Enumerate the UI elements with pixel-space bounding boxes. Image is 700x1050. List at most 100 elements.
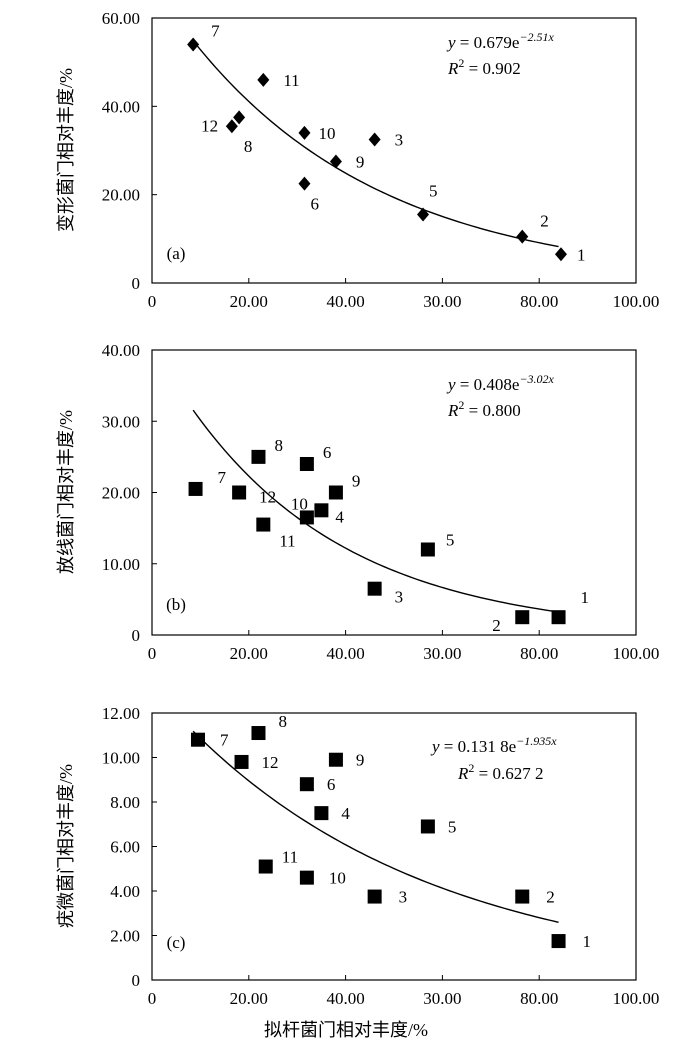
point-label: 3 (395, 130, 404, 149)
point-label: 10 (329, 869, 346, 888)
x-tick-label: 20.00 (230, 644, 268, 663)
point-label: 2 (492, 616, 501, 635)
y-tick-label: 12.00 (102, 704, 140, 723)
data-point (420, 542, 435, 557)
data-point (551, 934, 566, 949)
y-tick-label: 40.00 (102, 97, 140, 116)
data-point (233, 110, 246, 125)
fit-equation: y = 0.679e−2.51x (446, 30, 555, 52)
data-point (367, 889, 382, 904)
point-label: 8 (274, 436, 283, 455)
y-tick-label: 10.00 (102, 555, 140, 574)
fit-equation: y = 0.131 8e−1.935x (430, 734, 557, 756)
point-label: 8 (244, 137, 253, 156)
data-point (551, 610, 566, 625)
point-label: 11 (279, 532, 295, 551)
y-tick-label: 0 (132, 626, 141, 645)
point-label: 9 (356, 751, 365, 770)
point-label: 12 (259, 488, 276, 507)
x-tick-label: 0 (148, 644, 157, 663)
r-squared: R2 = 0.627 2 (457, 761, 543, 783)
point-label: 3 (399, 888, 408, 907)
x-tick-label: 40.00 (326, 989, 364, 1008)
data-point (515, 610, 530, 625)
y-tick-label: 0 (132, 971, 141, 990)
plot-frame (151, 17, 637, 284)
data-point (299, 510, 314, 525)
data-point (298, 125, 311, 140)
point-label: 7 (211, 22, 220, 41)
y-tick-label: 6.00 (110, 838, 140, 857)
point-label: 7 (218, 468, 227, 487)
point-label: 12 (262, 753, 279, 772)
point-label: 6 (323, 443, 332, 462)
point-label: 1 (583, 932, 592, 951)
panel-label: (b) (166, 595, 186, 614)
data-point (554, 247, 567, 262)
point-label: 5 (429, 182, 438, 201)
data-point (190, 732, 205, 747)
x-tick-label: 40.00 (326, 644, 364, 663)
point-label: 5 (446, 531, 455, 550)
x-tick-label: 20.00 (230, 292, 268, 311)
data-point (328, 485, 343, 500)
fit-curve (192, 730, 559, 923)
y-tick-label: 40.00 (102, 341, 140, 360)
x-tick-label: 30.00 (423, 292, 461, 311)
data-point (516, 229, 529, 244)
x-axis-label: 拟杆菌门相对丰度/% (264, 1020, 428, 1040)
y-tick-label: 60.00 (102, 9, 140, 28)
y-axis-label: 变形菌门相对丰度/% (56, 68, 76, 232)
point-label: 5 (448, 817, 457, 836)
panel-label: (c) (167, 933, 186, 952)
x-tick-label: 80.00 (520, 989, 558, 1008)
data-point (328, 752, 343, 767)
data-point (258, 859, 273, 874)
data-point (299, 777, 314, 792)
data-point (257, 72, 270, 87)
y-tick-label: 2.00 (110, 927, 140, 946)
point-label: 12 (201, 116, 218, 135)
data-point (234, 754, 249, 769)
data-point (251, 449, 266, 464)
fit-equation: y = 0.408e−3.02x (446, 372, 555, 394)
y-tick-label: 20.00 (102, 186, 140, 205)
x-tick-label: 80.00 (520, 292, 558, 311)
y-tick-label: 4.00 (110, 882, 140, 901)
chart-panel-1: 0 20.00 40.00 30.00 80.00 100.00 0 20.00 40.00 60… (56, 9, 659, 311)
data-point (187, 37, 200, 52)
x-tick-label: 0 (148, 292, 157, 311)
point-label: 11 (283, 71, 299, 90)
point-label: 6 (327, 775, 336, 794)
point-label: 2 (540, 212, 549, 231)
data-point (329, 154, 342, 169)
x-tick-label: 30.00 (423, 644, 461, 663)
point-label: 10 (318, 124, 335, 143)
point-label: 1 (577, 245, 586, 264)
x-tick-label: 40.00 (326, 292, 364, 311)
y-axis-label: 放线菌门相对丰度/% (56, 410, 76, 574)
panel-label: (a) (167, 244, 186, 263)
data-point (314, 806, 329, 821)
chart-panel-3: 0 20.00 40.00 30.00 80.00 100.00 0 2.00 4.00 6.00… (56, 704, 659, 1040)
r-squared: R2 = 0.902 (447, 56, 521, 78)
y-tick-label: 30.00 (102, 412, 140, 431)
x-tick-label: 30.00 (423, 989, 461, 1008)
point-label: 6 (310, 195, 319, 214)
data-point (367, 581, 382, 596)
data-point (256, 517, 271, 532)
point-label: 10 (291, 494, 308, 513)
x-tick-label: 0 (148, 989, 157, 1008)
y-tick-label: 8.00 (110, 793, 140, 812)
data-point (299, 457, 314, 471)
data-point (188, 481, 203, 496)
fit-curve (192, 40, 559, 248)
point-label: 1 (581, 588, 590, 607)
data-point (298, 176, 311, 191)
x-tick-label: 100.00 (613, 989, 660, 1008)
data-point (232, 485, 247, 500)
point-label: 9 (352, 472, 361, 491)
fit-curve (192, 409, 559, 613)
data-point (417, 207, 430, 222)
